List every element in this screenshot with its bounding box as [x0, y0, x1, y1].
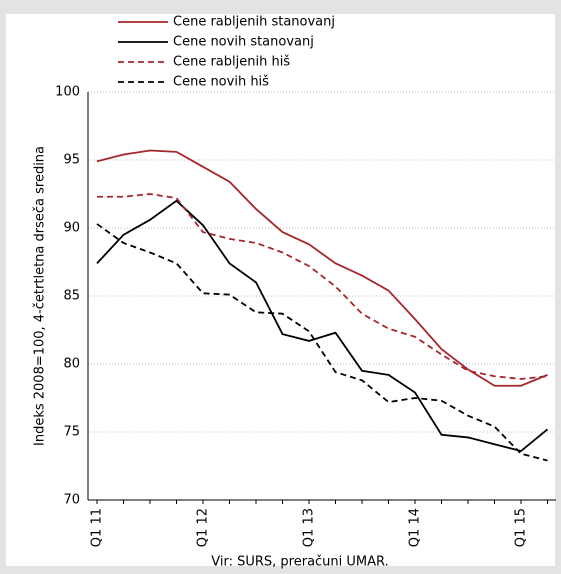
y-tick-label: 75 [63, 425, 80, 440]
x-tick-label: Q1 11 [90, 508, 105, 547]
y-tick-label: 100 [55, 85, 80, 100]
x-tick-label: Q1 14 [408, 508, 423, 547]
x-tick-label: Q1 15 [514, 508, 529, 547]
source: Vir: SURS, preračuni UMAR. [211, 555, 388, 570]
series-line [97, 193, 548, 380]
y-tick-label: 85 [63, 289, 80, 304]
y-tick-label: 95 [63, 153, 80, 168]
series-line [96, 223, 548, 462]
y-tick-label: 90 [63, 221, 80, 236]
y-tick-label: 80 [63, 357, 80, 372]
x-tick-label: Q1 12 [196, 508, 211, 547]
legend-label: Cene novih stanovanj [173, 35, 314, 50]
chart-area [6, 14, 555, 566]
legend-label: Cene rabljenih stanovanj [173, 15, 335, 30]
series-line [96, 199, 549, 453]
legend-label: Cene novih hiš [173, 75, 269, 90]
x-tick-label: Q1 13 [302, 508, 317, 547]
y-axis-title: Indeks 2008=100, 4-četrtletna drseča sre… [33, 146, 48, 446]
legend-label: Cene rabljenih hiš [173, 55, 290, 70]
y-tick-label: 70 [63, 493, 80, 508]
